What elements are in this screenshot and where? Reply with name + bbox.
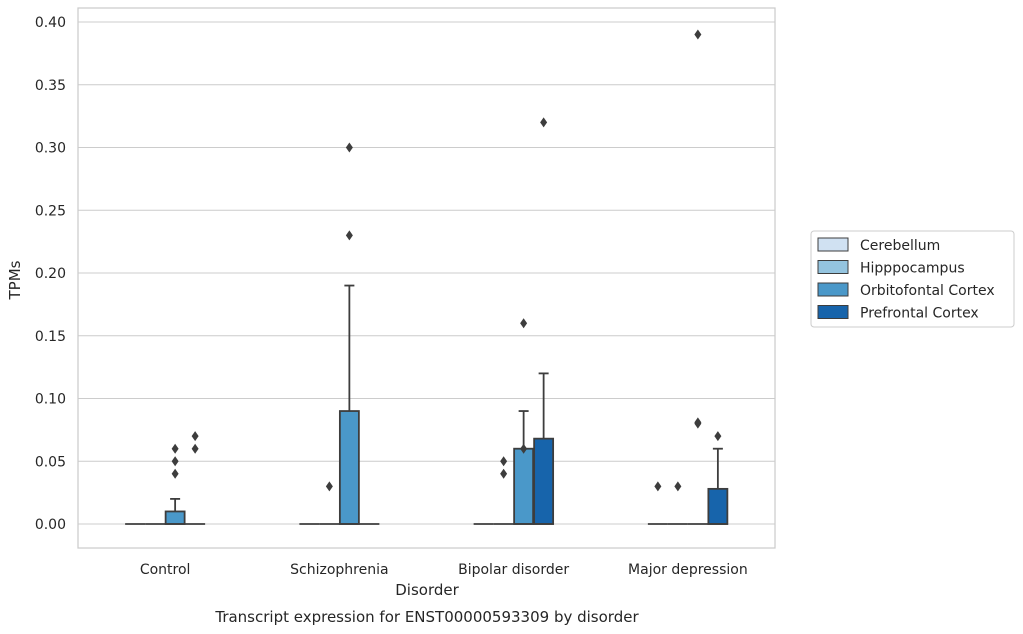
- outlier-point: [654, 481, 662, 492]
- box-orbitofontal-cortex-bipolar-disorder: [513, 318, 535, 525]
- outlier-point: [694, 417, 702, 428]
- box-orbitofontal-cortex-major-depression: [687, 29, 708, 525]
- legend-swatch: [817, 305, 849, 319]
- box-prefrontal-cortex-bipolar-disorder: [533, 117, 555, 525]
- y-tick-label: 0.10: [35, 392, 66, 408]
- box-orbitofontal-cortex-schizophrenia: [338, 142, 360, 525]
- outlier-point: [345, 230, 353, 241]
- x-axis-ticks: Control Schizophrenia Bipolar disorder Majo…: [140, 562, 748, 578]
- legend-frame: [810, 230, 1015, 328]
- y-tick-label: 0.25: [35, 203, 66, 219]
- box-orbitofontal-cortex-control: [164, 443, 186, 525]
- y-tick-label: 0.30: [35, 141, 66, 157]
- y-axis-ticks: 0.00 0.05 0.10 0.15 0.20 0.25 0.30 0.35 0.40: [35, 15, 66, 533]
- y-axis-title: TPMs: [6, 260, 24, 300]
- outlier-point: [191, 431, 199, 442]
- outlier-point: [714, 431, 722, 442]
- chart-caption: Transcript expression for ENST0000059330…: [214, 608, 639, 626]
- legend: Cerebellum Hipppocampus Orbitofontal Corte…: [810, 230, 1015, 328]
- y-tick-label: 0.40: [35, 15, 66, 31]
- x-axis-title: Disorder: [395, 581, 459, 599]
- box-body: [513, 447, 535, 525]
- legend-label: Cerebellum: [860, 238, 940, 254]
- outlier-point: [520, 443, 528, 454]
- box-plots: [125, 29, 729, 525]
- outlier-point: [674, 481, 682, 492]
- outlier-point: [345, 142, 353, 153]
- box-body: [707, 487, 729, 525]
- plot-area-frame: [77, 7, 776, 549]
- outlier-point: [500, 456, 508, 467]
- box-body: [338, 410, 360, 525]
- x-tick-label: Bipolar disorder: [458, 562, 569, 578]
- x-tick-label: Schizophrenia: [290, 562, 388, 578]
- legend-swatch: [817, 237, 849, 252]
- grid-lines: [78, 21, 775, 525]
- x-tick-label: Major depression: [628, 562, 748, 578]
- box-hipppocampus-bipolar-disorder: [493, 456, 514, 525]
- outlier-point: [191, 443, 199, 454]
- y-tick-label: 0.00: [35, 517, 66, 533]
- box-body: [164, 510, 186, 525]
- box-hipppocampus-major-depression: [667, 481, 688, 525]
- outlier-point: [171, 468, 179, 479]
- legend-label: Orbitofontal Cortex: [860, 283, 995, 299]
- box-body: [533, 437, 555, 525]
- box-hipppocampus-schizophrenia: [319, 481, 340, 525]
- outlier-point: [171, 456, 179, 467]
- outlier-point: [171, 443, 179, 454]
- legend-swatch: [817, 282, 849, 297]
- y-tick-label: 0.20: [35, 266, 66, 282]
- outlier-point: [540, 117, 548, 128]
- y-tick-label: 0.35: [35, 78, 66, 94]
- outlier-point: [520, 318, 528, 329]
- box-prefrontal-cortex-control: [185, 431, 206, 525]
- outlier-point: [500, 468, 508, 479]
- outlier-point: [694, 29, 702, 40]
- box-prefrontal-cortex-major-depression: [707, 431, 729, 525]
- x-tick-label: Control: [140, 562, 191, 578]
- legend-swatch: [817, 260, 849, 274]
- legend-label: Hipppocampus: [860, 261, 965, 277]
- legend-label: Prefrontal Cortex: [860, 306, 979, 322]
- box-cerebellum-major-depression: [647, 481, 668, 525]
- y-tick-label: 0.05: [35, 454, 66, 470]
- outlier-point: [325, 481, 333, 492]
- y-tick-label: 0.15: [35, 329, 66, 345]
